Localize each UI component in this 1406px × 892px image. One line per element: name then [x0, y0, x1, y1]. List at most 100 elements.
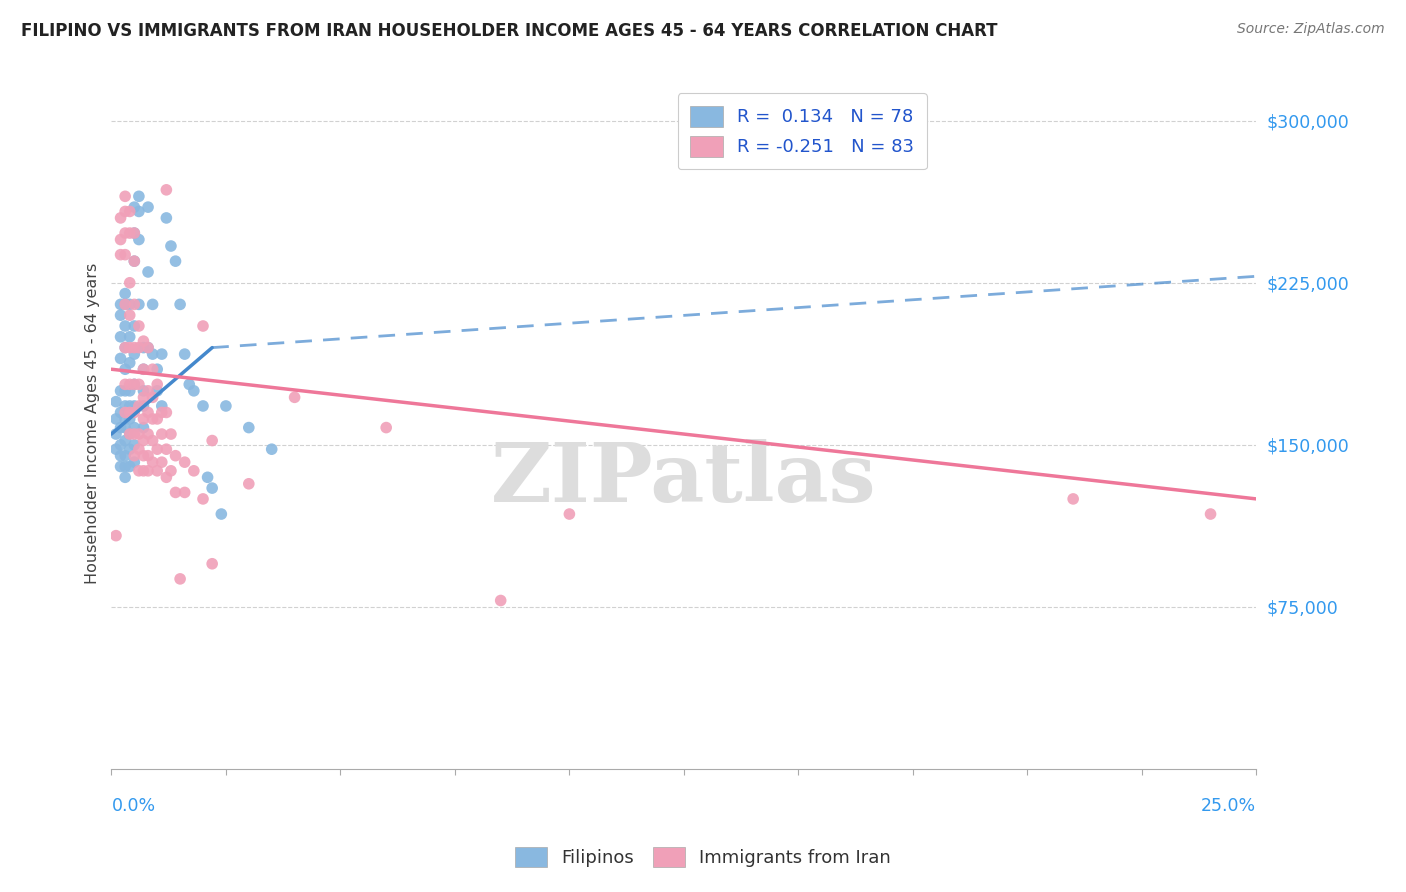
Point	[136, 200, 159, 214]
Text: ZIPatlas: ZIPatlas	[491, 439, 876, 518]
Point	[142, 362, 165, 376]
Point	[160, 427, 183, 442]
Point	[114, 189, 136, 203]
Point	[104, 427, 127, 442]
Point	[197, 470, 219, 484]
Point	[132, 449, 155, 463]
Point	[150, 347, 173, 361]
Point	[110, 330, 132, 344]
Point	[104, 442, 127, 457]
Point	[124, 226, 146, 240]
Point	[1199, 507, 1222, 521]
Point	[136, 341, 159, 355]
Point	[124, 449, 146, 463]
Point	[260, 442, 283, 457]
Point	[173, 347, 195, 361]
Text: FILIPINO VS IMMIGRANTS FROM IRAN HOUSEHOLDER INCOME AGES 45 - 64 YEARS CORRELATI: FILIPINO VS IMMIGRANTS FROM IRAN HOUSEHO…	[21, 22, 998, 40]
Point	[124, 341, 146, 355]
Point	[114, 399, 136, 413]
Point	[104, 529, 127, 543]
Point	[160, 239, 183, 253]
Point	[114, 341, 136, 355]
Point	[124, 399, 146, 413]
Point	[155, 442, 177, 457]
Point	[114, 297, 136, 311]
Point	[114, 449, 136, 463]
Point	[136, 265, 159, 279]
Point	[114, 286, 136, 301]
Point	[132, 384, 155, 398]
Point	[114, 204, 136, 219]
Point	[124, 200, 146, 214]
Point	[124, 347, 146, 361]
Point	[155, 211, 177, 225]
Point	[136, 464, 159, 478]
Point	[118, 226, 141, 240]
Point	[165, 449, 187, 463]
Point	[128, 442, 150, 457]
Point	[110, 459, 132, 474]
Point	[110, 420, 132, 434]
Point	[128, 377, 150, 392]
Point	[209, 507, 232, 521]
Point	[375, 420, 398, 434]
Legend: R =  0.134   N = 78, R = -0.251   N = 83: R = 0.134 N = 78, R = -0.251 N = 83	[678, 94, 927, 169]
Point	[146, 412, 169, 426]
Legend: Filipinos, Immigrants from Iran: Filipinos, Immigrants from Iran	[508, 839, 898, 874]
Point	[118, 405, 141, 419]
Point	[110, 308, 132, 322]
Point	[114, 318, 136, 333]
Point	[132, 341, 155, 355]
Point	[124, 318, 146, 333]
Point	[114, 412, 136, 426]
Point	[128, 399, 150, 413]
Point	[124, 226, 146, 240]
Point	[183, 384, 205, 398]
Point	[118, 412, 141, 426]
Point	[169, 297, 191, 311]
Point	[124, 438, 146, 452]
Point	[114, 377, 136, 392]
Point	[124, 377, 146, 392]
Point	[191, 318, 214, 333]
Point	[104, 394, 127, 409]
Point	[146, 377, 169, 392]
Point	[114, 297, 136, 311]
Point	[128, 427, 150, 442]
Point	[118, 384, 141, 398]
Point	[238, 420, 260, 434]
Point	[169, 572, 191, 586]
Point	[124, 254, 146, 268]
Point	[132, 434, 155, 448]
Point	[110, 211, 132, 225]
Point	[201, 481, 224, 495]
Point	[118, 308, 141, 322]
Point	[118, 297, 141, 311]
Point	[128, 189, 150, 203]
Point	[155, 405, 177, 419]
Point	[179, 377, 201, 392]
Point	[173, 455, 195, 469]
Point	[124, 405, 146, 419]
Point	[150, 427, 173, 442]
Point	[191, 491, 214, 506]
Point	[110, 405, 132, 419]
Point	[124, 420, 146, 434]
Point	[160, 464, 183, 478]
Point	[128, 297, 150, 311]
Point	[110, 384, 132, 398]
Point	[142, 297, 165, 311]
Point	[128, 464, 150, 478]
Point	[150, 399, 173, 413]
Point	[114, 341, 136, 355]
Point	[128, 318, 150, 333]
Point	[165, 485, 187, 500]
Point	[114, 420, 136, 434]
Point	[155, 183, 177, 197]
Point	[114, 362, 136, 376]
Point	[110, 351, 132, 366]
Point	[124, 377, 146, 392]
Point	[132, 362, 155, 376]
Point	[128, 204, 150, 219]
Point	[124, 455, 146, 469]
